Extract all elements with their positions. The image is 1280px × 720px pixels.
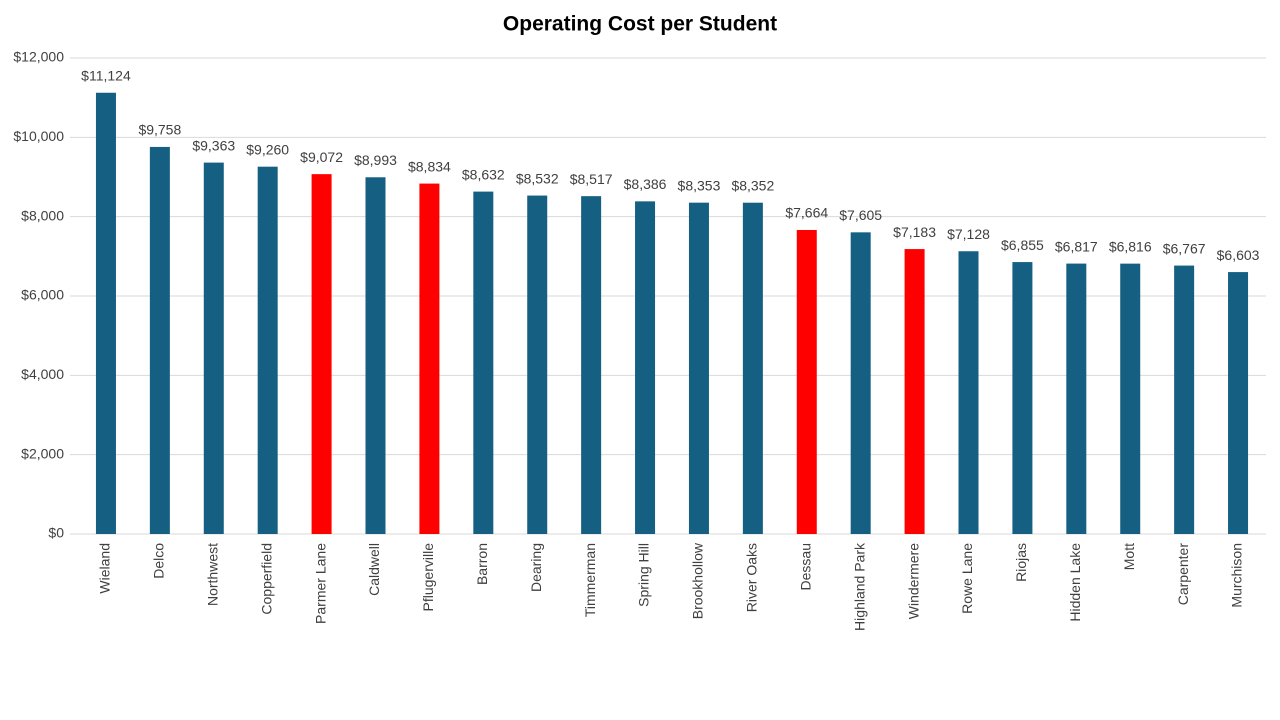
bar <box>796 229 817 534</box>
bar <box>365 177 386 535</box>
bar <box>95 92 116 535</box>
x-tick-label: Timmerman <box>582 543 598 617</box>
bar <box>311 174 332 535</box>
bar <box>1174 265 1195 534</box>
y-tick-label: $0 <box>48 525 64 541</box>
bar <box>688 202 709 534</box>
y-tick-label: $6,000 <box>21 287 64 303</box>
x-tick-label: Delco <box>151 543 167 579</box>
bar <box>1228 272 1249 534</box>
value-label: $9,363 <box>192 137 235 153</box>
value-label: $8,386 <box>624 176 667 192</box>
bar <box>1012 262 1033 534</box>
x-tick-label: Rowe Lane <box>959 543 975 614</box>
x-tick-label: Murchison <box>1229 543 1245 608</box>
value-label: $11,124 <box>81 67 131 83</box>
bar <box>203 162 224 534</box>
bar <box>1066 263 1087 534</box>
y-tick-label: $8,000 <box>21 207 64 223</box>
x-tick-label: River Oaks <box>744 543 760 612</box>
y-tick-label: $4,000 <box>21 366 64 382</box>
x-tick-label: Highland Park <box>851 542 867 631</box>
chart-title: Operating Cost per Student <box>503 13 777 36</box>
bar <box>958 251 979 535</box>
value-label: $8,532 <box>516 170 559 186</box>
x-tick-label: Brookhollow <box>690 542 706 619</box>
value-label: $8,517 <box>570 171 613 187</box>
value-label: $9,072 <box>300 149 343 165</box>
x-tick-label: Mott <box>1121 543 1137 570</box>
value-label: $6,816 <box>1109 238 1152 254</box>
y-tick-label: $2,000 <box>21 445 64 461</box>
value-label: $9,260 <box>246 141 289 157</box>
x-tick-label: Wieland <box>97 543 113 594</box>
x-tick-label: Dessau <box>797 543 813 590</box>
bar <box>581 196 602 534</box>
value-label: $8,632 <box>462 166 505 182</box>
bar <box>473 191 494 534</box>
bar <box>635 201 656 534</box>
bar <box>904 249 925 534</box>
value-label: $7,183 <box>893 224 936 240</box>
value-label: $6,603 <box>1217 247 1260 263</box>
x-tick-label: Caldwell <box>366 543 382 596</box>
value-label: $7,605 <box>839 207 882 223</box>
x-tick-label: Spring Hill <box>636 543 652 607</box>
bar <box>419 183 440 535</box>
x-tick-label: Copperfield <box>258 543 274 615</box>
x-tick-label: Riojas <box>1013 543 1029 582</box>
y-tick-label: $10,000 <box>13 128 64 144</box>
value-label: $9,758 <box>138 122 181 138</box>
value-label: $6,767 <box>1163 240 1206 256</box>
value-label: $7,128 <box>947 226 990 242</box>
x-tick-label: Hidden Lake <box>1067 543 1083 622</box>
bar <box>1120 263 1141 534</box>
x-tick-label: Windermere <box>905 543 921 619</box>
bar <box>742 202 763 535</box>
x-tick-label: Northwest <box>204 543 220 606</box>
value-label: $8,834 <box>408 158 451 174</box>
value-label: $8,353 <box>678 177 721 193</box>
bar <box>257 166 278 535</box>
value-label: $8,352 <box>731 177 774 193</box>
x-tick-label: Pflugerville <box>420 543 436 612</box>
bar <box>149 146 170 534</box>
x-tick-label: Dearing <box>528 543 544 592</box>
value-label: $6,817 <box>1055 238 1098 254</box>
value-label: $8,993 <box>354 152 397 168</box>
value-label: $7,664 <box>785 205 828 221</box>
y-tick-label: $12,000 <box>13 49 64 65</box>
x-tick-label: Parmer Lane <box>312 543 328 624</box>
bar <box>850 232 871 534</box>
x-tick-label: Carpenter <box>1175 543 1191 606</box>
bar <box>527 195 548 534</box>
x-tick-label: Barron <box>474 543 490 585</box>
value-label: $6,855 <box>1001 237 1044 253</box>
